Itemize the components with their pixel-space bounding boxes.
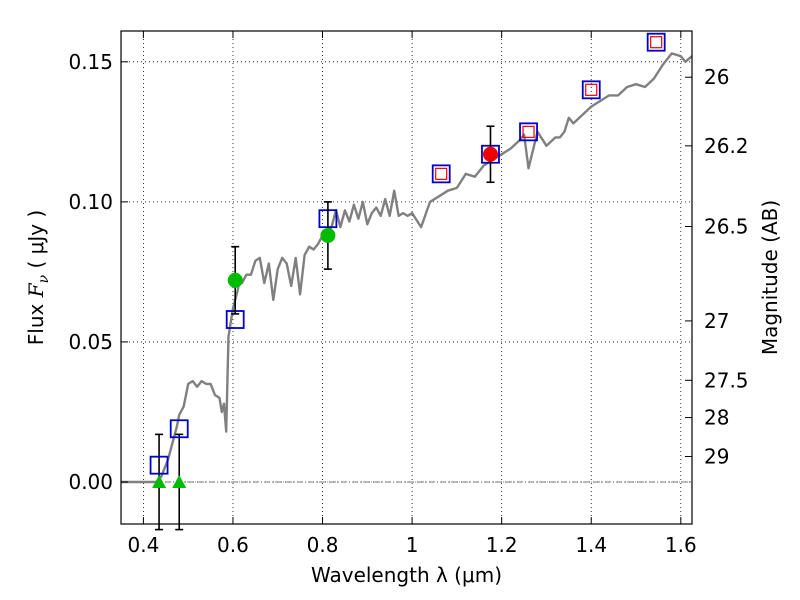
- y-axis-title-prefix: Flux: [24, 297, 48, 345]
- right-tick-label: 26: [704, 65, 729, 89]
- axis-ticks: 0.4 0.6 0.8 1 1.2 1.4 1.6 0.00 0.05 0.10 0.15 26 26.…: [68, 31, 749, 557]
- model-photometry-square: [149, 455, 169, 475]
- right-tick-label: 26.5: [704, 215, 749, 239]
- plot-frame: [120, 30, 693, 525]
- y-axis-title-subscript: ν: [36, 274, 52, 283]
- red-inner-square: [522, 125, 535, 138]
- red-point: [482, 146, 498, 162]
- spectrum-line: [121, 52, 693, 484]
- model-photometry-square: [519, 122, 538, 142]
- y-axis-title-unit: ( μJy ): [24, 210, 48, 275]
- right-tick-label: 27: [704, 309, 729, 333]
- right-tick-label: 27.5: [704, 368, 749, 392]
- observed-point: [227, 272, 243, 288]
- model-photometry-square: [646, 32, 666, 52]
- x-tick-label: 0.8: [307, 533, 339, 557]
- y-axis-title: Flux Fν ( μJy ): [24, 210, 52, 345]
- right-axis-title: Magnitude (AB): [758, 200, 782, 355]
- right-tick-label: 28: [704, 406, 729, 430]
- plot-area: [121, 32, 693, 531]
- right-tick-label: 29: [704, 444, 729, 468]
- x-tick-label: 0.6: [217, 533, 249, 557]
- grid: [121, 31, 692, 524]
- y-tick-label: 0.00: [68, 470, 113, 494]
- upper-limit-triangle: [152, 474, 167, 488]
- observed-point: [320, 227, 336, 243]
- red-inner-square: [585, 83, 598, 96]
- x-axis-title: Wavelength λ (μm): [311, 563, 502, 587]
- y-tick-label: 0.10: [68, 190, 113, 214]
- upper-limit-triangle: [172, 474, 187, 488]
- right-tick-label: 26.2: [704, 134, 749, 158]
- y-tick-label: 0.05: [68, 330, 113, 354]
- red-inner-square: [435, 167, 448, 180]
- x-tick-label: 0.4: [127, 533, 159, 557]
- y-axis-title-symbol: F: [24, 282, 48, 298]
- x-tick-label: 1: [406, 533, 419, 557]
- model-photometry-square: [581, 80, 601, 100]
- x-tick-label: 1.4: [575, 533, 607, 557]
- x-tick-label: 1.2: [486, 533, 518, 557]
- red-inner-square: [650, 36, 663, 49]
- model-photometry-square: [169, 419, 189, 439]
- model-photometry-square: [431, 164, 451, 184]
- y-tick-label: 0.15: [68, 50, 113, 74]
- x-tick-label: 1.6: [665, 533, 697, 557]
